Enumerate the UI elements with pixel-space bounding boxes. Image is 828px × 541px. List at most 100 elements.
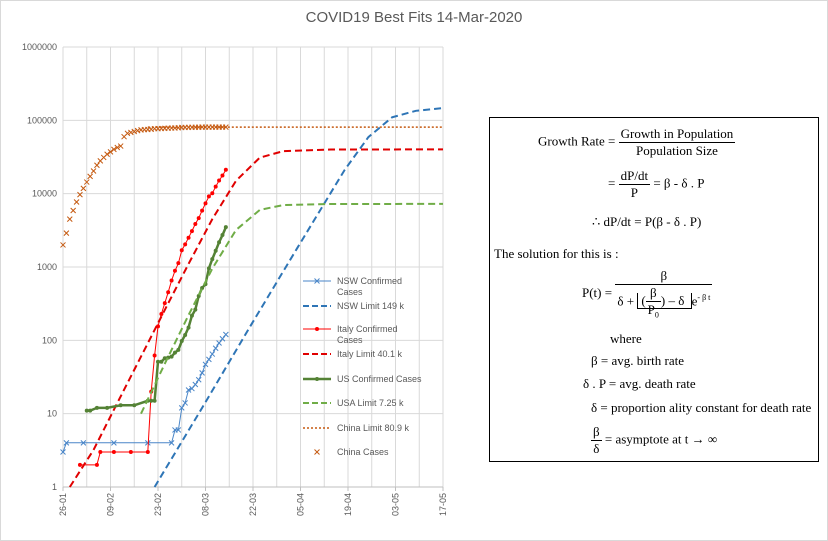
dot-marker (176, 347, 181, 352)
beta-definition: β = avg. birth rate (591, 353, 684, 368)
logistic-rate-equation: = dP/dt P = β - δ . P (608, 168, 704, 201)
legend-label: NSW Confirmed Cases (337, 276, 402, 297)
dot-marker (315, 327, 319, 331)
dot-marker (193, 222, 198, 227)
dot-marker (162, 301, 167, 306)
dot-marker (77, 462, 82, 467)
x-marker (314, 449, 320, 455)
series-nsw-confirmed-cases (60, 331, 229, 455)
x-marker (134, 127, 141, 134)
series-us-confirmed-cases (84, 225, 228, 413)
asymptote-equation: β δ = asymptote at t → ∞ (591, 424, 717, 457)
series-nsw-limit-149-k (153, 107, 444, 488)
x-marker (206, 356, 212, 363)
dot-marker (203, 201, 208, 206)
dot-marker (189, 313, 194, 318)
dot-marker (84, 408, 89, 413)
dot-marker (200, 208, 205, 213)
dot-marker (220, 233, 225, 238)
x-marker (104, 151, 110, 158)
x-marker (168, 439, 175, 446)
dot-marker (166, 290, 171, 295)
legend-entry: USA Limit 7.25 k (303, 398, 404, 408)
series-italy-limit-40-1-k (68, 148, 444, 488)
dot-marker (162, 356, 167, 361)
dot-marker (206, 266, 211, 271)
legend-label: USA Limit 7.25 k (337, 398, 404, 408)
x-marker (131, 128, 138, 135)
series-line (62, 334, 227, 453)
x-marker (223, 331, 229, 338)
x-marker (175, 427, 182, 433)
dot-marker (169, 354, 174, 359)
x-marker (94, 162, 100, 169)
dot-marker (118, 403, 123, 408)
dot-marker (169, 278, 174, 283)
legend-entry: NSW Confirmed Cases (303, 276, 402, 297)
legend-label: Italy Limit 40.1 k (337, 349, 403, 359)
x-marker (80, 185, 87, 192)
dot-marker (213, 184, 218, 189)
solution-fraction: β δ + (β P0) – δ e- β t (615, 268, 713, 320)
x-tick-label: 23-02 (153, 493, 163, 516)
equals-sign: = (608, 175, 616, 191)
x-marker (111, 146, 117, 153)
dot-marker (94, 405, 99, 410)
x-marker (117, 143, 124, 149)
P-denominator: P (630, 185, 638, 200)
x-marker (216, 340, 222, 346)
solution-text: The solution for this is : (494, 246, 619, 261)
x-marker (219, 335, 226, 342)
growth-rate-label: Growth Rate (538, 133, 605, 149)
dot-marker (220, 173, 225, 178)
legend-label: China Cases (337, 447, 389, 457)
legend-label: Italy Confirmed Cases (337, 324, 398, 345)
beta-over-delta: β δ (591, 424, 602, 456)
x-tick-label: 22-03 (248, 493, 258, 516)
legend-label: US Confirmed Cases (337, 374, 422, 384)
y-tick-label: 100 (42, 335, 57, 345)
x-marker (199, 370, 205, 376)
legend-label: NSW Limit 149 k (337, 301, 405, 311)
solution-numerator: β (615, 268, 713, 285)
where-text: where (610, 331, 642, 346)
dP: dP (620, 168, 635, 183)
growth-fraction: Growth in Population Population Size (618, 126, 736, 159)
dot-marker (152, 353, 157, 358)
dot-marker (193, 307, 198, 312)
dot-marker (217, 178, 222, 183)
dot-marker (179, 338, 184, 343)
x-tick-label: 09-02 (106, 493, 116, 516)
x-marker (87, 173, 93, 180)
dot-marker (210, 257, 215, 262)
dot-marker (179, 248, 184, 253)
dot-marker (176, 261, 181, 266)
dot-marker (132, 403, 137, 408)
dot-marker (213, 248, 218, 253)
legend-entry: Italy Confirmed Cases (303, 324, 398, 345)
growth-numerator: Growth in Population (618, 126, 736, 143)
beta-minus-delta-p: = β - δ . P (653, 175, 705, 191)
dot-marker (149, 398, 154, 403)
dt: dt (637, 168, 649, 183)
y-tick-label: 100000 (27, 115, 57, 125)
dot-marker (183, 242, 188, 247)
x-marker (70, 207, 77, 214)
formula-box: Growth Rate = Growth in Population Popul… (489, 117, 819, 462)
dot-marker (111, 450, 116, 455)
legend-entry: China Limit 80.9 k (303, 423, 410, 433)
relative-growth-fraction: dP/dt P (618, 168, 651, 200)
dot-marker (128, 450, 133, 455)
dot-marker (156, 359, 160, 364)
x-marker (80, 439, 87, 446)
series-china-cases (60, 124, 229, 248)
x-marker (182, 400, 188, 406)
x-marker (223, 124, 229, 130)
legend-entry: NSW Limit 149 k (303, 301, 405, 311)
x-marker (60, 449, 66, 455)
dot-marker (217, 240, 222, 245)
dot-marker (186, 325, 191, 330)
dot-marker (172, 268, 177, 273)
x-marker (178, 405, 185, 411)
